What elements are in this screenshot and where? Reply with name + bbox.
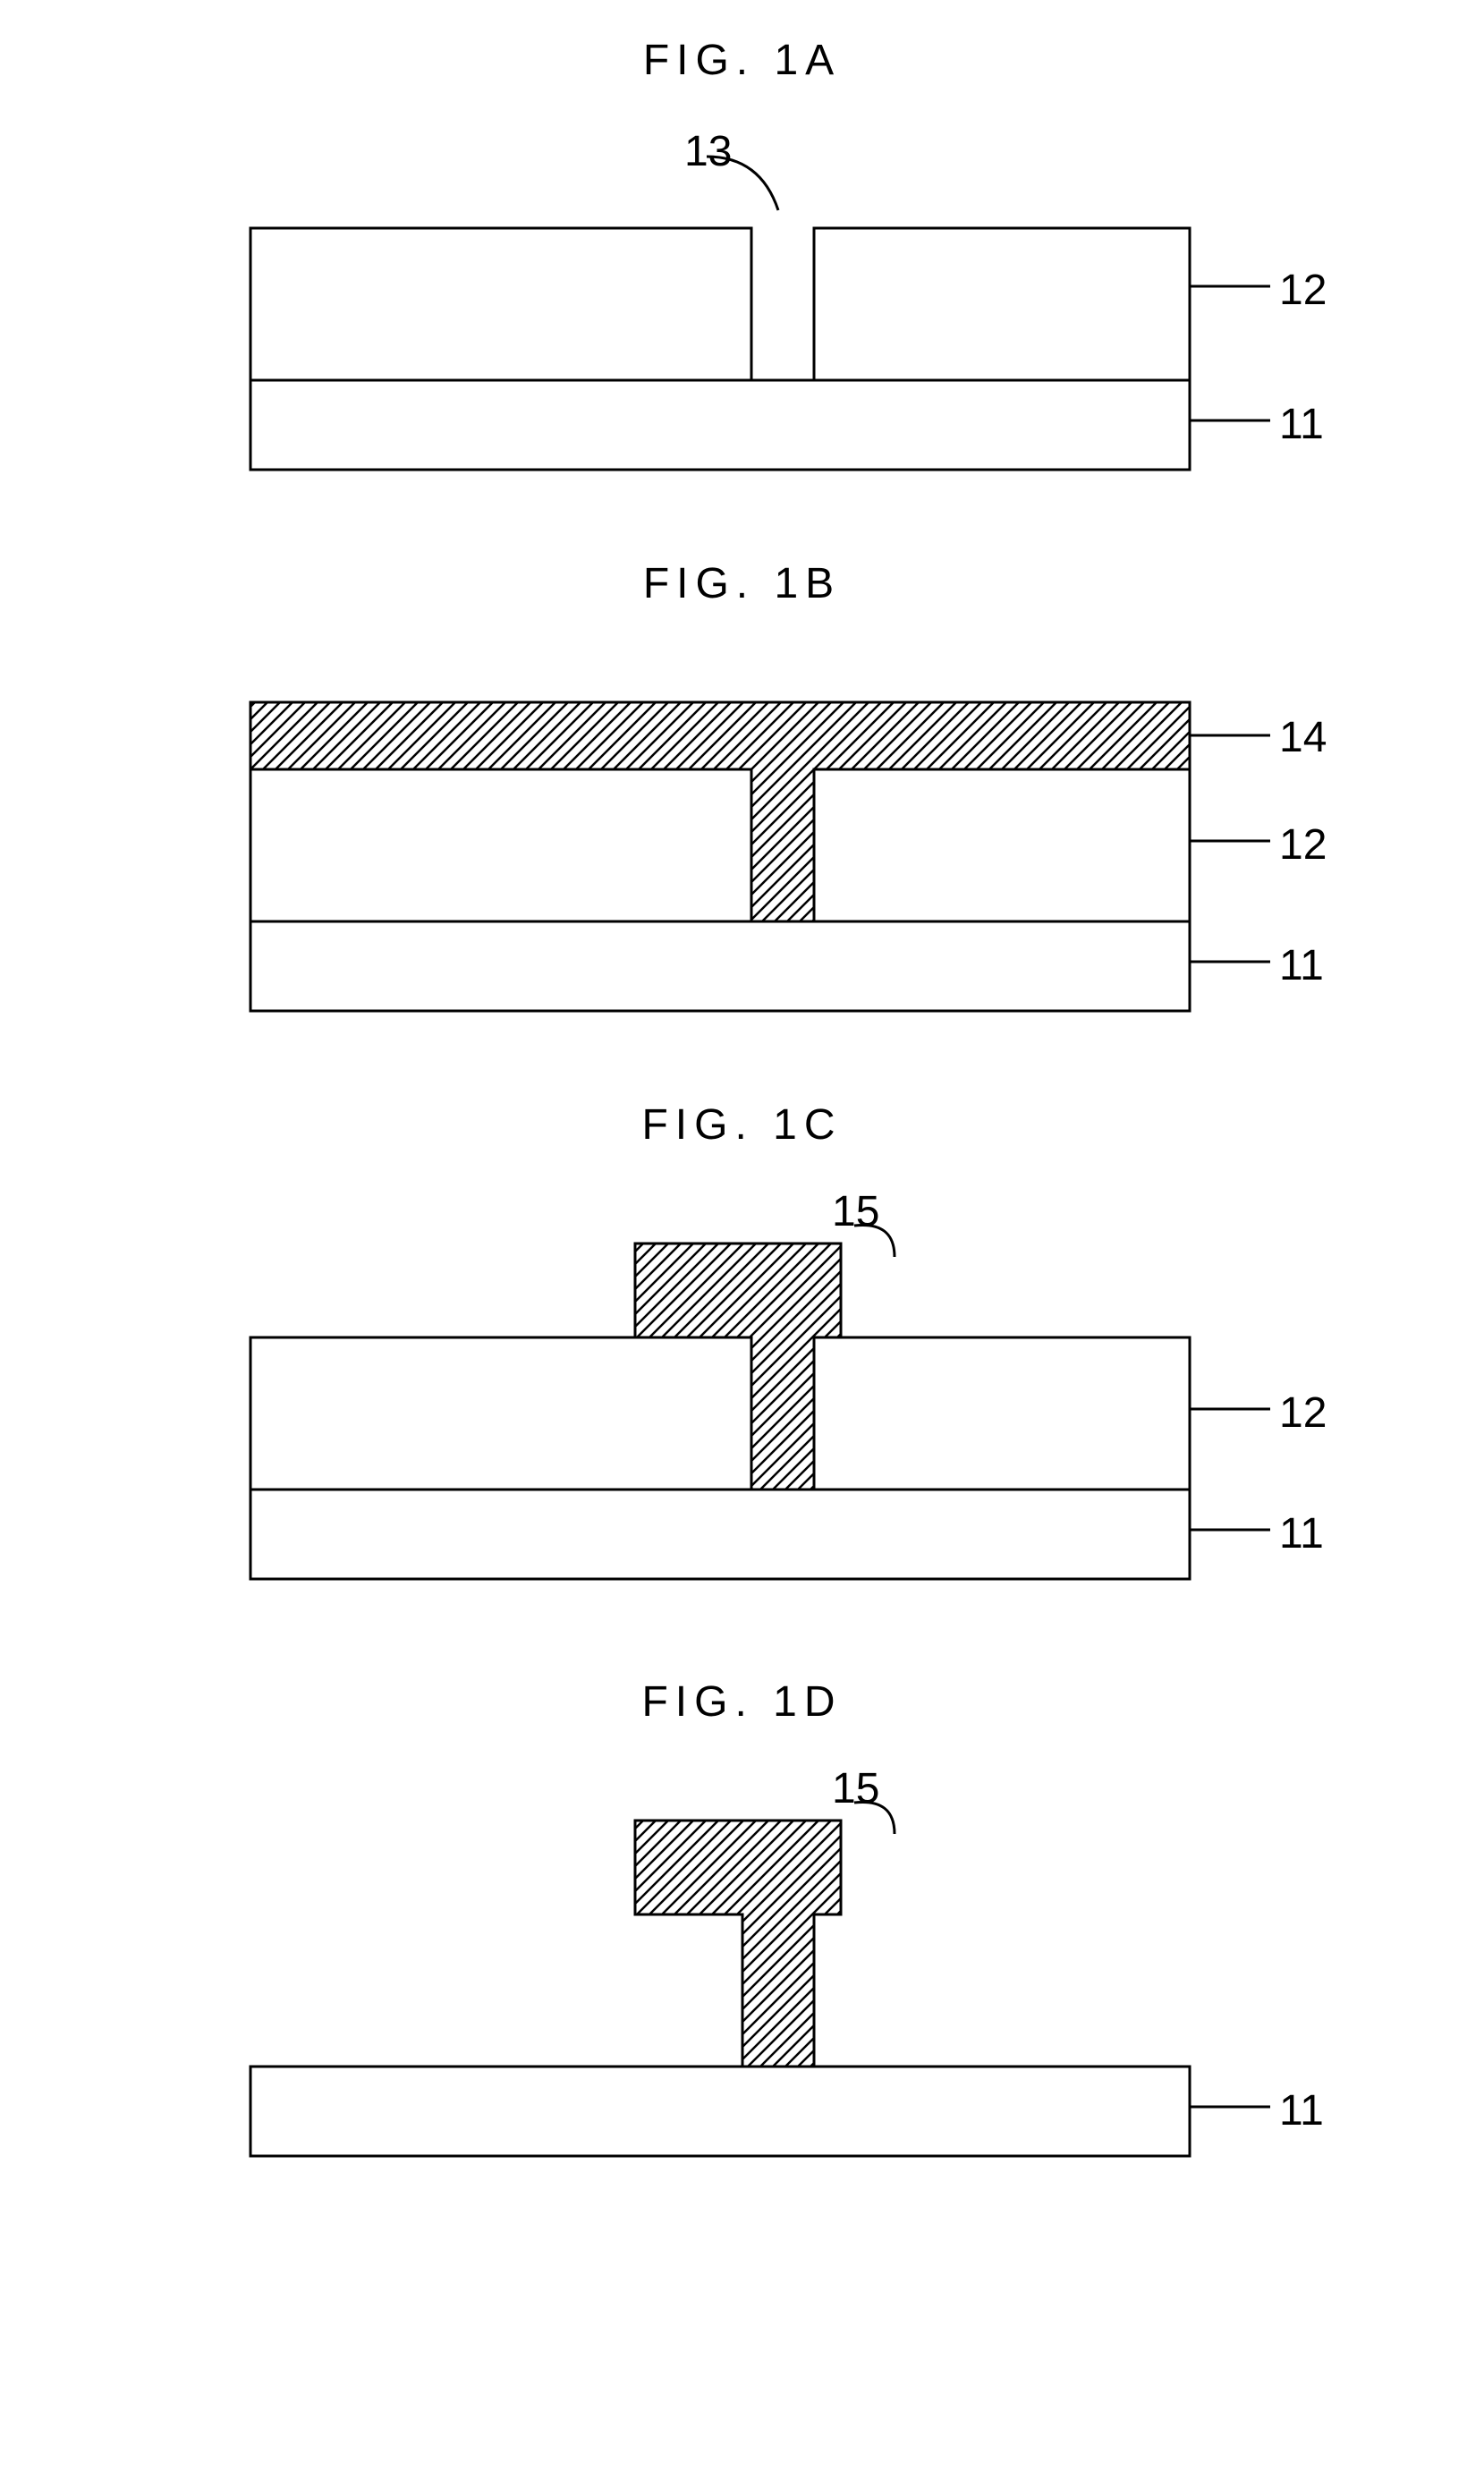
label-12-a: 12 [1279, 267, 1327, 314]
figure-title-1c: FIG. 1C [18, 1100, 1466, 1150]
figure-1b: FIG. 1B 14 12 11 [18, 559, 1466, 1029]
label-11-c: 11 [1279, 1510, 1324, 1558]
diagram-1b: 14 12 11 [116, 653, 1369, 1029]
figure-title-1a: FIG. 1A [18, 36, 1466, 85]
figure-title-1b: FIG. 1B [18, 559, 1466, 608]
label-11-b: 11 [1279, 942, 1324, 989]
label-11-a: 11 [1279, 401, 1324, 448]
label-12-b: 12 [1279, 821, 1327, 869]
diagram-1d: 15 11 [116, 1771, 1369, 2183]
label-15-c: 15 [832, 1194, 879, 1235]
diagram-1a: 13 12 11 [116, 130, 1369, 488]
diagram-1c: 15 12 11 [116, 1194, 1369, 1606]
label-11-d: 11 [1279, 2087, 1324, 2135]
figure-title-1d: FIG. 1D [18, 1677, 1466, 1727]
figure-1d: FIG. 1D 15 11 [18, 1677, 1466, 2183]
label-12-c: 12 [1279, 1389, 1327, 1437]
label-14: 14 [1279, 714, 1327, 761]
label-15-d: 15 [832, 1771, 879, 1812]
figure-1a: FIG. 1A 13 12 11 [18, 36, 1466, 488]
figure-1c: FIG. 1C 15 12 11 [18, 1100, 1466, 1606]
label-13: 13 [684, 130, 732, 175]
